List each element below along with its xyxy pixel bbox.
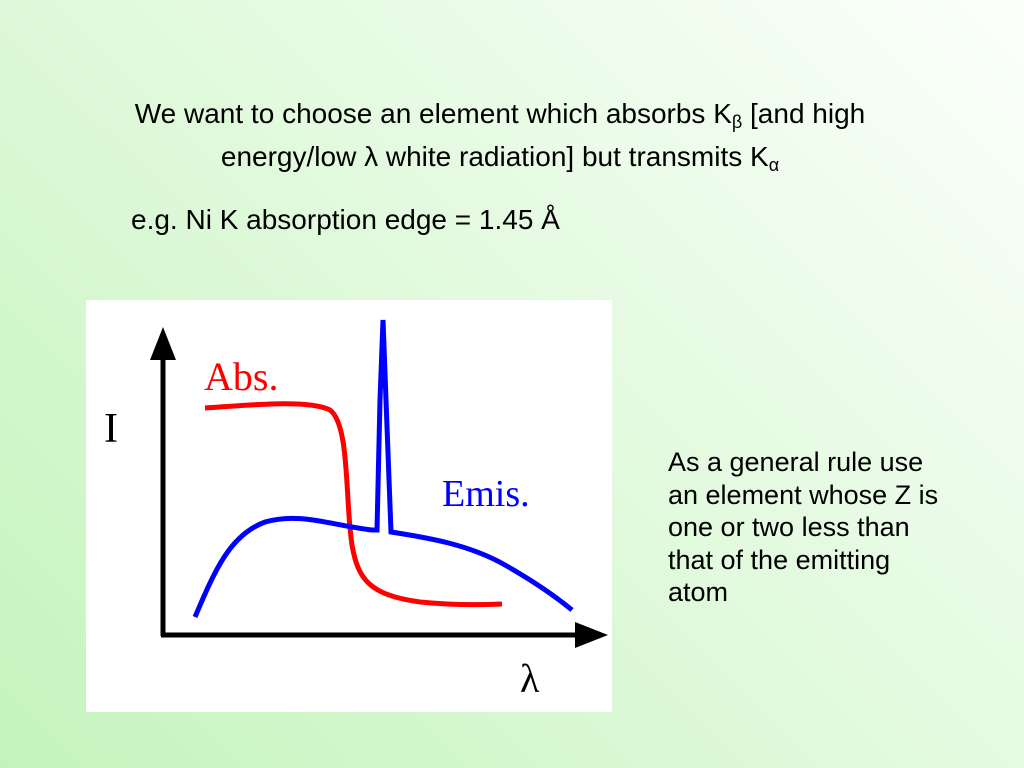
heading-text: white radiation] but transmits K: [378, 141, 769, 172]
example: e.g. Ni K absorption edge = 1.45 Å: [131, 204, 560, 235]
y-axis-label: I: [104, 406, 118, 452]
subscript: α: [768, 155, 780, 175]
emission-curve: [192, 319, 574, 618]
heading-text: [and high energy/low: [220, 98, 866, 172]
x-arrow: [575, 622, 608, 648]
rule-text: As a general rule use an element whose Z…: [668, 447, 939, 607]
emission-label: Emis.: [442, 473, 530, 515]
heading-text: We want to choose an element which absor…: [134, 98, 732, 129]
heading: We want to choose an element which absor…: [70, 92, 930, 178]
y-arrow: [150, 327, 176, 360]
symbol: λ: [364, 141, 379, 172]
x-axis-label: λ: [520, 656, 540, 701]
absorption-label: Abs.: [204, 354, 278, 399]
subscript: β: [731, 112, 743, 132]
absorption-curve: [204, 401, 503, 608]
